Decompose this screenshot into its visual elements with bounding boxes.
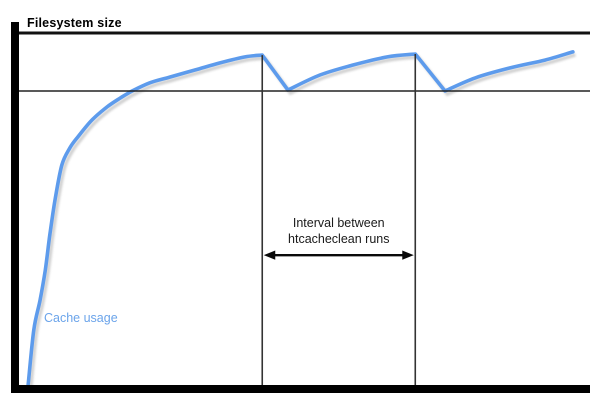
interval-annotation: Interval between htcacheclean runs (262, 216, 415, 247)
cache-usage-curve-shadow (28, 53, 576, 389)
interval-arrow (263, 250, 414, 260)
interval-annotation-line1: Interval between (292, 216, 385, 230)
x-axis (11, 385, 590, 393)
interval-annotation-line2: htcacheclean runs (288, 231, 390, 246)
cache-usage-curve (26, 50, 575, 387)
y-axis (11, 22, 19, 393)
cache-usage-label: Cache usage (44, 311, 118, 325)
chart-title: Filesystem size (27, 16, 122, 30)
interval-arrow-head-left-icon (263, 250, 276, 260)
interval-arrow-head-right-icon (402, 250, 414, 260)
